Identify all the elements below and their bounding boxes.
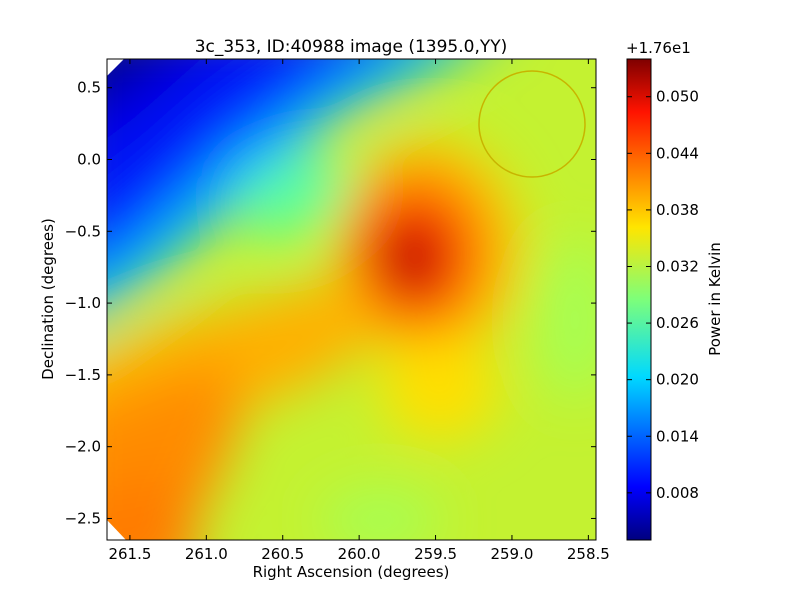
y-tick-label: 0.0 [77, 151, 101, 169]
y-axis: 0.5 0.0 −0.5 −1.0 −1.5 −2.0 −2.5 [65, 79, 596, 527]
colorbar-tick-label: 0.050 [656, 88, 699, 106]
x-axis: 261.5 261.0 260.5 260.0 259.5 259.0 258.5 [108, 59, 610, 563]
heatmap-image [107, 59, 596, 540]
colorbar-tick-label: 0.020 [656, 371, 699, 389]
y-axis-label: Declination (degrees) [39, 218, 57, 380]
x-axis-label: Right Ascension (degrees) [253, 563, 450, 581]
colorbar-axis: 0.008 0.014 0.020 0.026 0.032 0.038 0.044 0.050 [627, 88, 699, 502]
colorbar-label: Power in Kelvin [706, 242, 724, 356]
colorbar-tick-label: 0.038 [656, 201, 699, 219]
colorbar-offset-text: +1.76e1 [626, 39, 691, 57]
y-tick-label: −1.5 [65, 366, 101, 384]
x-tick-label: 261.5 [108, 545, 151, 563]
chart-title: 3c_353, ID:40988 image (1395.0,YY) [195, 37, 508, 57]
x-tick-label: 261.0 [185, 545, 228, 563]
colorbar-tick-label: 0.026 [656, 314, 699, 332]
colorbar-tick-label: 0.014 [656, 427, 699, 445]
colorbar-tick-label: 0.044 [656, 144, 699, 162]
beam-ellipse [478, 70, 586, 178]
colorbar-tick-label: 0.032 [656, 257, 699, 275]
y-tick-label: −1.0 [65, 294, 101, 312]
y-tick-label: −2.5 [65, 509, 101, 527]
colorbar [626, 58, 652, 541]
y-tick-label: 0.5 [77, 79, 101, 97]
x-tick-label: 258.5 [567, 545, 610, 563]
x-tick-label: 260.0 [338, 545, 381, 563]
x-tick-label: 259.5 [414, 545, 457, 563]
x-tick-label: 260.5 [261, 545, 304, 563]
plot-frame [106, 58, 597, 541]
y-tick-label: −2.0 [65, 438, 101, 456]
colorbar-tick-label: 0.008 [656, 484, 699, 502]
x-tick-label: 259.0 [490, 545, 533, 563]
y-tick-label: −0.5 [65, 222, 101, 240]
